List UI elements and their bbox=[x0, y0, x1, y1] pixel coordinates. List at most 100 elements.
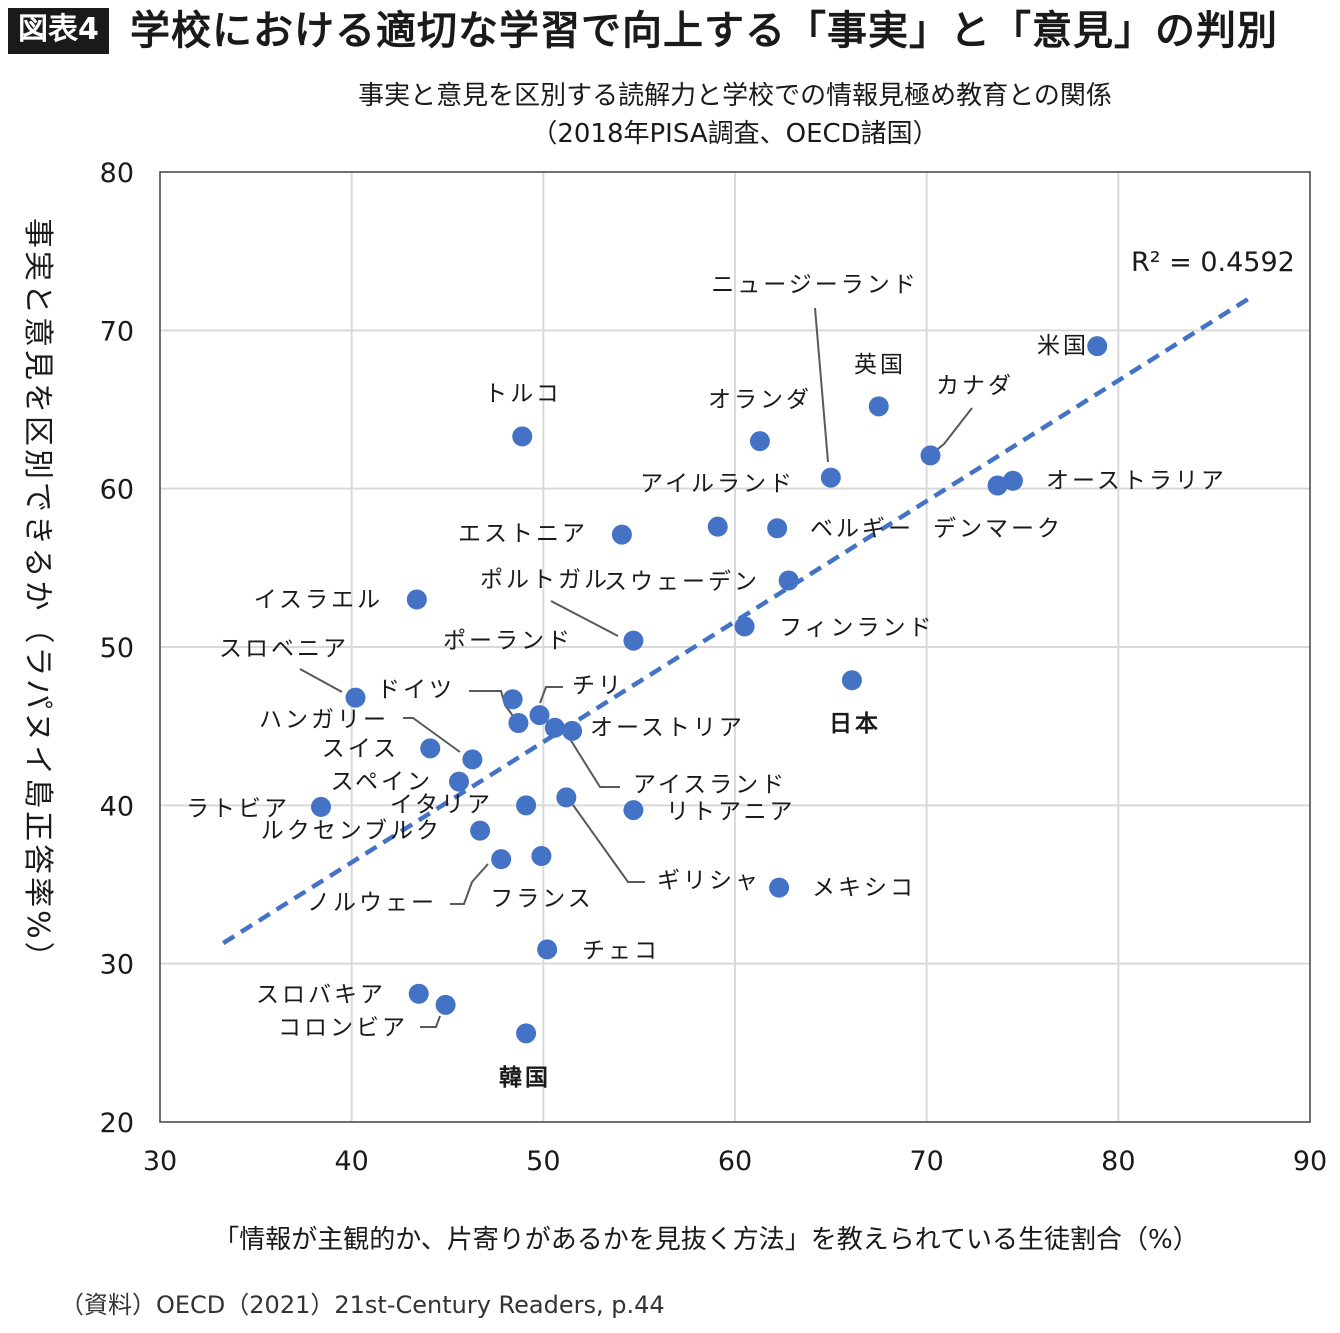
data-point-27 bbox=[556, 787, 577, 808]
point-label: ラトビア bbox=[186, 796, 290, 822]
point-label: 英国 bbox=[854, 352, 906, 378]
point-label: オランダ bbox=[708, 387, 812, 413]
point-label: フランス bbox=[490, 886, 594, 912]
leader-line bbox=[933, 407, 973, 453]
data-point-36 bbox=[516, 1023, 537, 1044]
point-label: ルクセンブルク bbox=[261, 818, 442, 844]
x-axis-title: 「情報が主観的か、片寄りがあるかを見抜く方法」を教えられている生徒割合（%） bbox=[213, 1225, 1198, 1255]
leader-line bbox=[420, 1015, 441, 1028]
point-label: チリ bbox=[572, 673, 624, 699]
y-tick-label: 60 bbox=[100, 475, 134, 506]
data-point-14 bbox=[734, 616, 755, 637]
data-point-0 bbox=[1087, 336, 1108, 357]
point-label: ドイツ bbox=[377, 677, 455, 703]
data-point-34 bbox=[408, 983, 429, 1004]
y-tick-label: 80 bbox=[100, 158, 134, 189]
point-label: 日本 bbox=[829, 711, 881, 737]
y-tick-label: 30 bbox=[100, 950, 134, 981]
data-point-17 bbox=[502, 689, 523, 710]
point-label: イタリア bbox=[390, 792, 493, 818]
data-point-12 bbox=[406, 589, 427, 610]
data-point-28 bbox=[623, 800, 644, 821]
chart-subtitle-survey: （2018年PISA調査、OECD諸国） bbox=[531, 119, 938, 149]
plot-area-frame bbox=[159, 171, 1311, 1123]
data-point-4 bbox=[749, 431, 770, 452]
y-axis-title: 事実と意見を区別できるか（ラパヌイ島正答率%） bbox=[20, 218, 55, 975]
data-point-11 bbox=[778, 570, 799, 591]
leader-line bbox=[569, 738, 620, 788]
point-label: オーストラリア bbox=[1046, 468, 1227, 494]
data-point-3 bbox=[820, 467, 841, 488]
point-label: 韓国 bbox=[499, 1064, 551, 1091]
data-point-19 bbox=[508, 713, 529, 733]
point-label: フィンランド bbox=[779, 615, 935, 641]
point-label: ニュージーランド bbox=[711, 272, 919, 298]
r-squared-label: R² = 0.4592 bbox=[1131, 247, 1295, 278]
data-point-35 bbox=[435, 994, 456, 1015]
data-point-9 bbox=[767, 518, 788, 539]
x-tick-label: 60 bbox=[718, 1146, 752, 1177]
x-tick-label: 50 bbox=[526, 1146, 560, 1177]
leader-line bbox=[572, 804, 645, 883]
figure-number-badge: 図表4 bbox=[8, 8, 109, 54]
data-point-5 bbox=[512, 426, 533, 447]
point-label: デンマーク bbox=[933, 516, 1063, 542]
point-label: ポルトガル bbox=[480, 567, 610, 593]
point-label: リトアニア bbox=[666, 799, 796, 825]
data-point-7 bbox=[987, 475, 1008, 496]
point-label: スイス bbox=[322, 736, 399, 762]
point-label: ハンガリー bbox=[259, 707, 389, 733]
point-label: トルコ bbox=[484, 381, 562, 407]
point-label: ベルギー bbox=[810, 516, 914, 542]
data-point-13 bbox=[623, 630, 644, 651]
data-point-16 bbox=[345, 687, 366, 708]
trendline bbox=[222, 296, 1250, 945]
y-tick-label: 50 bbox=[100, 633, 134, 664]
data-point-29 bbox=[470, 820, 491, 841]
point-label: ギリシャ bbox=[657, 868, 761, 894]
point-label: アイルランド bbox=[640, 471, 795, 497]
leader-line bbox=[450, 863, 489, 905]
x-tick-label: 70 bbox=[909, 1146, 943, 1177]
figure-title: 学校における適切な学習で向上する「事実」と「意見」の判別 bbox=[130, 8, 1278, 54]
x-tick-label: 90 bbox=[1293, 1146, 1327, 1177]
x-tick-label: 30 bbox=[143, 1146, 177, 1177]
data-point-8 bbox=[707, 516, 728, 537]
data-point-26 bbox=[516, 795, 537, 816]
point-label: アイスランド bbox=[633, 772, 787, 798]
data-point-30 bbox=[491, 849, 512, 870]
leader-line bbox=[403, 717, 461, 753]
data-points bbox=[311, 336, 1108, 1044]
point-label: 米国 bbox=[1037, 333, 1089, 359]
point-label: チェコ bbox=[582, 938, 660, 964]
data-point-21 bbox=[562, 720, 583, 741]
point-label: メキシコ bbox=[812, 875, 916, 901]
y-tick-label: 70 bbox=[100, 316, 134, 347]
leader-line bbox=[814, 307, 829, 463]
data-point-24 bbox=[449, 771, 469, 792]
leader-line bbox=[550, 600, 619, 637]
x-tick-label: 80 bbox=[1101, 1146, 1135, 1177]
data-point-33 bbox=[537, 939, 558, 960]
y-tick-label: 20 bbox=[100, 1108, 134, 1139]
x-tick-label: 40 bbox=[334, 1146, 368, 1177]
data-point-31 bbox=[531, 846, 552, 866]
point-label: ノルウェー bbox=[307, 890, 437, 916]
data-point-2 bbox=[920, 445, 941, 466]
data-point-15 bbox=[841, 670, 862, 691]
leader-line bbox=[299, 668, 343, 693]
point-label: スロバキア bbox=[256, 982, 386, 1008]
label-leader-lines bbox=[299, 307, 973, 1028]
data-point-6 bbox=[1002, 470, 1023, 491]
chart-subtitle: 事実と意見を区別する読解力と学校での情報見極め教育との関係 bbox=[358, 81, 1112, 111]
data-point-20 bbox=[544, 717, 565, 738]
point-label: スウェーデン bbox=[604, 569, 760, 595]
axis-tick-labels: 30 40 50 60 70 80 90 20 30 40 50 60 70 80 bbox=[100, 158, 1328, 1177]
point-label: エストニア bbox=[458, 521, 588, 547]
data-point-18 bbox=[529, 705, 550, 726]
data-point-32 bbox=[769, 877, 790, 898]
data-point-22 bbox=[420, 738, 441, 759]
data-point-10 bbox=[611, 524, 632, 545]
